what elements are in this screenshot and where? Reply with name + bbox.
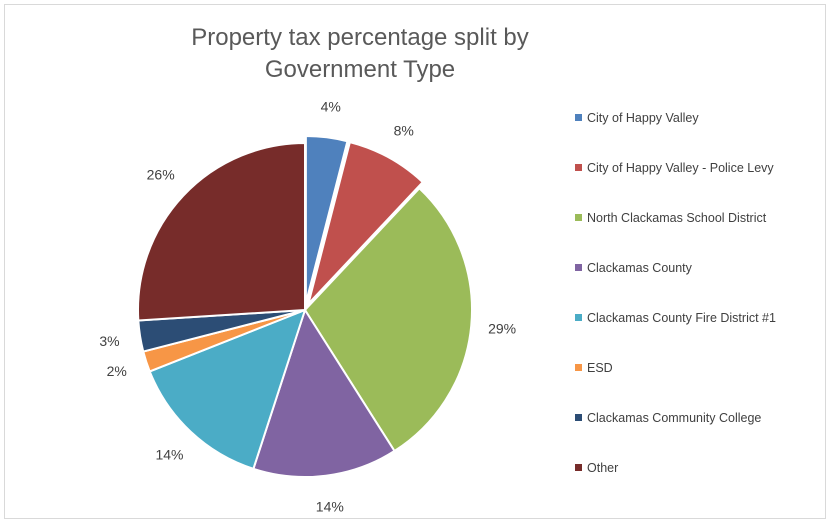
data-label-city-of-happy-valley: 4% (321, 99, 341, 115)
data-label-clackamas-county-fire-district-1: 14% (155, 446, 183, 462)
legend-swatch-city-of-happy-valley (575, 114, 582, 121)
legend-swatch-city-of-happy-valley-police-levy (575, 164, 582, 171)
legend-label-clackamas-county-fire-district-1: Clackamas County Fire District #1 (587, 311, 776, 325)
pie-slice-clackamas-county-fire-district-1 (148, 308, 307, 471)
pie-slices (137, 135, 473, 478)
legend-label-esd: ESD (587, 361, 613, 375)
pie-slice-city-of-happy-valley-police-levy (307, 140, 425, 305)
chart-title-line-1: Property tax percentage split by (191, 24, 529, 51)
pie-slice-other (137, 141, 306, 322)
legend-label-north-clackamas-school-district: North Clackamas School District (587, 211, 767, 225)
data-label-other: 26% (147, 166, 175, 182)
legend-label-clackamas-county: Clackamas County (587, 261, 693, 275)
data-label-city-of-happy-valley-police-levy: 8% (394, 122, 414, 138)
legend: City of Happy Valley City of Happy Valley… (575, 111, 776, 475)
legend-label-city-of-happy-valley-police-levy: City of Happy Valley - Police Levy (587, 161, 774, 175)
legend-swatch-north-clackamas-school-district (575, 214, 582, 221)
data-labels: 4% 8% 29% 14% 14% 2% 3% 26% (99, 99, 516, 515)
legend-swatch-clackamas-county (575, 264, 582, 271)
legend-swatch-esd (575, 364, 582, 371)
legend-label-city-of-happy-valley: City of Happy Valley (587, 111, 699, 125)
legend-swatch-clackamas-county-fire-district-1 (575, 314, 582, 321)
chart-title: Property tax percentage split by Governm… (180, 22, 540, 86)
legend-label-clackamas-community-college: Clackamas Community College (587, 411, 761, 425)
data-label-clackamas-community-college: 3% (99, 333, 119, 349)
data-label-north-clackamas-school-district: 29% (488, 321, 516, 337)
pie-slice-clackamas-county (252, 307, 396, 478)
legend-swatch-clackamas-community-college (575, 414, 582, 421)
pie-slice-north-clackamas-school-district (303, 186, 473, 453)
legend-swatch-other (575, 464, 582, 471)
legend-label-other: Other (587, 461, 618, 475)
data-label-clackamas-county: 14% (316, 498, 344, 514)
data-label-esd: 2% (107, 363, 127, 379)
pie-slice-city-of-happy-valley (304, 135, 349, 304)
chart-title-line-2: Government Type (264, 56, 456, 83)
